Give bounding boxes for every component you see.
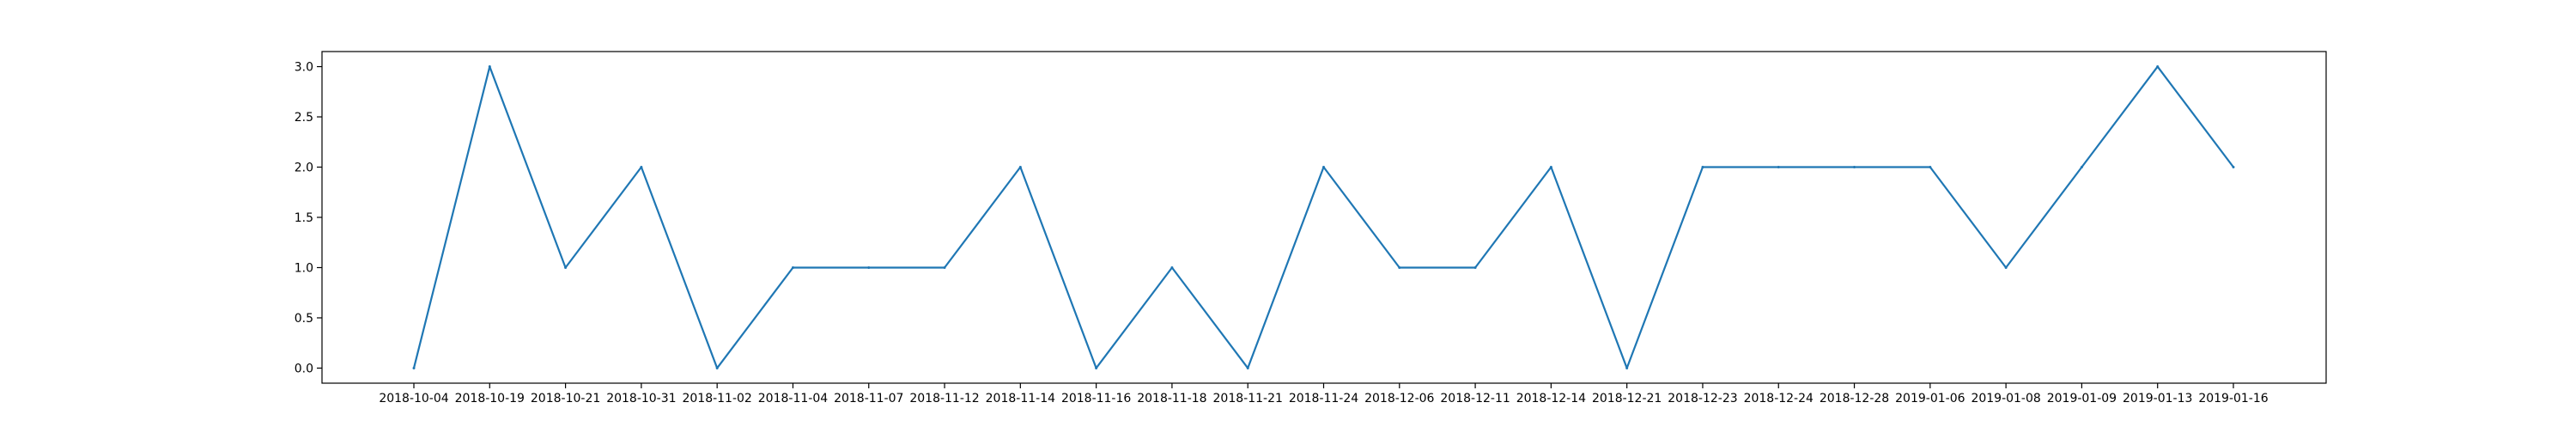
data-point bbox=[640, 166, 643, 169]
y-axis: 0.0 0.5 1.0 1.5 2.0 2.5 3.0 bbox=[295, 61, 322, 375]
x-tick-label: 2018-11-14 bbox=[986, 392, 1055, 406]
x-tick-label: 2018-12-21 bbox=[1592, 392, 1662, 406]
data-point bbox=[2080, 166, 2083, 169]
data-point bbox=[488, 65, 491, 69]
data-point bbox=[412, 366, 416, 369]
x-tick-label: 2018-12-24 bbox=[1744, 392, 1814, 406]
x-tick-label: 2018-12-11 bbox=[1440, 392, 1510, 406]
data-point bbox=[1398, 265, 1401, 269]
y-tick-label: 1.5 bbox=[295, 211, 313, 225]
x-tick-label: 2018-11-02 bbox=[682, 392, 751, 406]
data-point bbox=[1853, 166, 1856, 169]
series-layer bbox=[412, 65, 2235, 369]
y-tick-label: 2.0 bbox=[295, 162, 313, 175]
data-point bbox=[715, 366, 719, 369]
y-tick-label: 0.0 bbox=[295, 362, 313, 375]
data-point bbox=[1095, 366, 1098, 369]
data-point bbox=[564, 265, 568, 269]
data-point bbox=[867, 265, 871, 269]
x-axis: 2018-10-04 2018-10-19 2018-10-21 2018-10-31… bbox=[379, 383, 2269, 406]
x-tick-label: 2018-10-19 bbox=[455, 392, 525, 406]
data-point bbox=[2004, 265, 2008, 269]
data-point bbox=[1246, 366, 1249, 369]
x-tick-label: 2018-12-23 bbox=[1668, 392, 1737, 406]
data-point bbox=[943, 265, 946, 269]
x-tick-label: 2019-01-16 bbox=[2198, 392, 2268, 406]
x-tick-label: 2018-11-07 bbox=[834, 392, 903, 406]
y-tick-label: 2.5 bbox=[295, 111, 313, 125]
x-tick-label: 2018-11-24 bbox=[1289, 392, 1358, 406]
x-tick-label: 2019-01-13 bbox=[2123, 392, 2192, 406]
data-point bbox=[1170, 265, 1174, 269]
x-tick-label: 2018-12-14 bbox=[1516, 392, 1586, 406]
y-tick-label: 3.0 bbox=[295, 61, 313, 75]
data-point bbox=[1625, 366, 1629, 369]
data-point bbox=[1549, 166, 1552, 169]
x-tick-label: 2019-01-06 bbox=[1895, 392, 1965, 406]
x-tick-label: 2018-10-31 bbox=[606, 392, 676, 406]
x-tick-label: 2018-12-06 bbox=[1364, 392, 1434, 406]
y-tick-label: 1.0 bbox=[295, 261, 313, 275]
x-tick-label: 2018-11-21 bbox=[1213, 392, 1283, 406]
data-point bbox=[791, 265, 794, 269]
data-point bbox=[1473, 265, 1477, 269]
x-tick-label: 2019-01-08 bbox=[1971, 392, 2040, 406]
data-point bbox=[2232, 166, 2235, 169]
x-tick-label: 2018-11-18 bbox=[1137, 392, 1206, 406]
x-tick-label: 2018-12-28 bbox=[1820, 392, 1889, 406]
data-point bbox=[1322, 166, 1325, 169]
data-point bbox=[1018, 166, 1022, 169]
y-tick-label: 0.5 bbox=[295, 312, 313, 326]
x-tick-label: 2018-11-12 bbox=[909, 392, 979, 406]
x-tick-label: 2018-11-04 bbox=[758, 392, 828, 406]
x-tick-label: 2018-10-04 bbox=[379, 392, 448, 406]
plot-frame bbox=[321, 51, 2327, 384]
data-point bbox=[1777, 166, 1780, 169]
x-tick-label: 2018-10-21 bbox=[531, 392, 600, 406]
data-point bbox=[2156, 65, 2160, 69]
x-tick-label: 2018-11-16 bbox=[1061, 392, 1131, 406]
x-tick-label: 2019-01-09 bbox=[2047, 392, 2117, 406]
data-point bbox=[1929, 166, 1932, 169]
data-point bbox=[1701, 166, 1704, 169]
